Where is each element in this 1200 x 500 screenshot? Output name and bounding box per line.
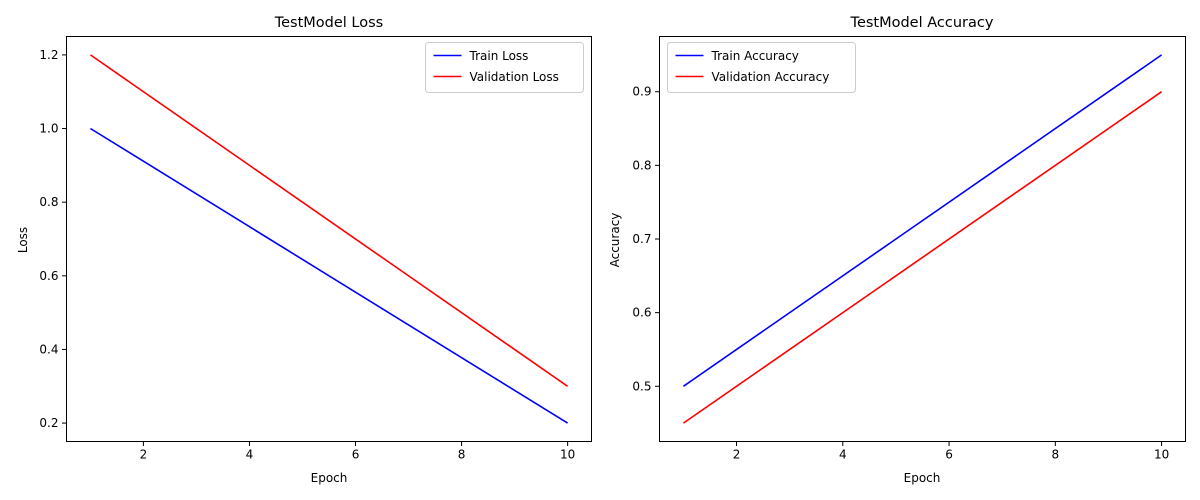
accuracy-chart-x-tick-label: 8 (1052, 448, 1060, 462)
accuracy-chart-title: TestModel Accuracy (850, 15, 994, 31)
accuracy-chart-x-tick-label: 4 (839, 448, 847, 462)
accuracy-chart-series-line-train (682, 54, 1163, 387)
loss-chart-y-tick-label: 0.2 (39, 416, 58, 430)
accuracy-chart-legend: Train Accuracy Validation Accuracy (667, 42, 856, 93)
loss-chart-y-tick-label: 1.0 (39, 122, 58, 136)
accuracy-chart-series-line-validation (682, 91, 1163, 424)
loss-chart-legend-label: Train Loss (469, 49, 529, 63)
accuracy-chart-y-tick-label: 0.5 (632, 379, 651, 393)
accuracy-chart-y-tick-label: 0.8 (632, 158, 651, 172)
loss-chart-y-tick-label: 1.2 (39, 48, 58, 62)
loss-chart-legend-label: Validation Loss (470, 70, 559, 84)
loss-chart-plot-area (89, 54, 569, 424)
accuracy-chart-y-tick-label: 0.7 (632, 232, 651, 246)
loss-chart-legend-box (425, 42, 584, 93)
loss-chart-series-line-validation (89, 54, 569, 387)
accuracy-chart-x-tick-label: 10 (1154, 448, 1169, 462)
accuracy-chart-panel: TestModel Accuracy Epoch Accuracy Train … (608, 15, 1186, 485)
loss-chart-x-tick-label: 6 (352, 448, 360, 462)
loss-chart-panel: TestModel Loss Epoch Loss Train Loss Vali… (16, 15, 592, 485)
accuracy-chart-x-axis-label: Epoch (904, 471, 941, 485)
loss-chart-axes-frame (66, 36, 592, 442)
loss-chart-x-tick-label: 4 (246, 448, 254, 462)
loss-chart-x-tick-label: 10 (560, 448, 575, 462)
loss-chart-y-tick-label: 0.4 (39, 342, 58, 356)
accuracy-chart-legend-box (667, 42, 856, 93)
loss-chart-series-line-train (89, 127, 569, 424)
accuracy-chart-y-axis-label: Accuracy (608, 213, 622, 268)
accuracy-chart-y-tick-label: 0.6 (632, 306, 651, 320)
accuracy-chart-x-tick-label: 6 (945, 448, 953, 462)
accuracy-chart-y-tick-label: 0.9 (632, 85, 651, 99)
loss-chart-x-tick-label: 2 (140, 448, 148, 462)
loss-chart-x-axis-label: Epoch (311, 471, 348, 485)
loss-chart-y-axis-label: Loss (16, 227, 30, 253)
loss-chart-legend: Train Loss Validation Loss (425, 42, 584, 93)
accuracy-chart-plot-area (682, 54, 1163, 424)
loss-chart-title: TestModel Loss (274, 15, 384, 31)
loss-chart-y-tick-label: 0.8 (39, 195, 58, 209)
accuracy-chart-x-tick-label: 2 (733, 448, 741, 462)
accuracy-chart-legend-label: Train Accuracy (711, 49, 799, 63)
loss-chart-x-tick-label: 8 (458, 448, 466, 462)
loss-chart-y-tick-label: 0.6 (39, 269, 58, 283)
accuracy-chart-legend-label: Validation Accuracy (712, 70, 830, 84)
